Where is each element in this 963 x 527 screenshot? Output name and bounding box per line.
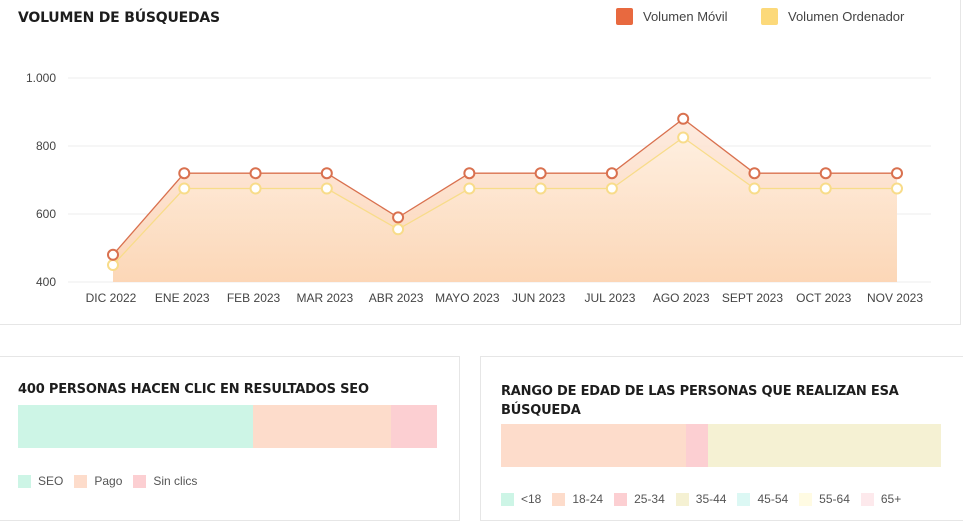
- y-tick-label: 400: [36, 275, 56, 289]
- legend-label: SEO: [38, 474, 64, 488]
- data-point-mobile: [819, 167, 832, 180]
- data-point-mobile: [605, 167, 618, 180]
- x-tick-label: MAYO 2023: [435, 291, 500, 305]
- x-tick-label: MAR 2023: [296, 291, 353, 305]
- data-point-mobile: [107, 248, 119, 261]
- x-tick-label: OCT 2023: [796, 291, 851, 305]
- legend-swatch: [18, 474, 31, 488]
- legend-item: Pago: [74, 474, 122, 488]
- desktop-swatch: [761, 8, 778, 25]
- seo-clicks-bar: [18, 405, 437, 448]
- legend-item: 35-44: [675, 492, 727, 506]
- mobile-swatch: [616, 8, 633, 25]
- legend-label: 35-44: [695, 492, 727, 506]
- bar-segment[interactable]: [707, 424, 941, 467]
- legend-desktop[interactable]: Volumen Ordenador: [761, 8, 904, 25]
- age-range-bar: [501, 424, 941, 467]
- x-tick-label: DIC 2022: [86, 291, 137, 305]
- bar-segment[interactable]: [252, 405, 391, 448]
- data-point-mobile: [178, 167, 191, 180]
- legend-item: 55-64: [799, 492, 850, 506]
- legend-mobile[interactable]: Volumen Móvil: [616, 8, 728, 25]
- seo-clicks-legend: SEO Pago Sin clics: [18, 474, 208, 488]
- x-tick-label: ENE 2023: [155, 291, 210, 305]
- legend-item: <18: [501, 492, 541, 506]
- area-desktop: [113, 137, 897, 282]
- data-point-desktop: [320, 182, 333, 195]
- data-point-desktop: [249, 182, 262, 195]
- seo-clicks-panel: 400 PERSONAS HACEN CLIC EN RESULTADOS SE…: [0, 356, 460, 521]
- legend-item: 45-54: [737, 492, 788, 506]
- x-tick-label: ABR 2023: [369, 291, 424, 305]
- legend-label: <18: [521, 492, 542, 506]
- legend-label: 25-34: [634, 492, 665, 506]
- bar-segment[interactable]: [390, 405, 437, 448]
- data-point-mobile: [677, 112, 690, 125]
- x-tick-label: NOV 2023: [867, 291, 923, 305]
- legend-swatch: [74, 474, 88, 488]
- legend-item: 65+: [860, 492, 902, 506]
- data-point-mobile: [463, 167, 476, 180]
- legend-label: Pago: [94, 474, 123, 488]
- data-point-desktop: [392, 223, 405, 236]
- data-point-desktop: [605, 182, 618, 195]
- data-point-mobile: [320, 167, 333, 180]
- data-point-desktop: [463, 182, 476, 195]
- legend-label: 18-24: [572, 492, 604, 506]
- chart-title: VOLUMEN DE BÚSQUEDAS: [18, 10, 220, 26]
- x-tick-label: SEPT 2023: [722, 291, 783, 305]
- x-tick-label: AGO 2023: [653, 291, 710, 305]
- data-point-desktop: [748, 182, 761, 195]
- legend-mobile-label: Volumen Móvil: [643, 9, 728, 24]
- legend-swatch: [799, 492, 813, 506]
- series-line-desktop: [112, 136, 897, 266]
- data-point-desktop: [891, 182, 903, 195]
- legend-swatch: [133, 474, 147, 488]
- y-tick-label: 800: [36, 139, 56, 153]
- data-point-desktop: [677, 131, 690, 144]
- legend-swatch: [737, 492, 751, 506]
- x-tick-label: JUL 2023: [584, 291, 635, 305]
- legend-item: 18-24: [552, 492, 603, 506]
- search-volume-panel: VOLUMEN DE BÚSQUEDAS Volumen Móvil Volum…: [0, 0, 961, 325]
- legend-item: Sin clics: [133, 474, 197, 488]
- x-tick-label: JUN 2023: [512, 291, 566, 305]
- seo-clicks-title: 400 PERSONAS HACEN CLIC EN RESULTADOS SE…: [18, 382, 369, 397]
- y-tick-label: 600: [36, 207, 56, 221]
- series-line-mobile: [112, 117, 897, 256]
- bar-segment[interactable]: [501, 424, 686, 467]
- data-point-mobile: [891, 167, 903, 180]
- legend-item: 25-34: [614, 492, 665, 506]
- data-point-desktop: [178, 182, 191, 195]
- legend-swatch: [552, 492, 566, 506]
- legend-item: SEO: [18, 474, 63, 488]
- legend-label: 65+: [880, 492, 902, 506]
- data-point-desktop: [534, 182, 547, 195]
- data-point-mobile: [392, 211, 405, 224]
- data-point-desktop: [819, 182, 832, 195]
- data-point-mobile: [748, 167, 761, 180]
- legend-swatch: [675, 492, 689, 506]
- age-range-panel: RANGO DE EDAD DE LAS PERSONAS QUE REALIZ…: [480, 356, 963, 521]
- legend-desktop-label: Volumen Ordenador: [788, 9, 905, 24]
- legend-label: 55-64: [819, 492, 850, 506]
- x-tick-label: FEB 2023: [227, 291, 281, 305]
- legend-label: 45-54: [757, 492, 789, 506]
- data-point-mobile: [249, 167, 262, 180]
- legend-swatch: [614, 492, 628, 506]
- legend-label: Sin clics: [153, 474, 198, 488]
- bar-segment[interactable]: [18, 405, 253, 448]
- legend-swatch: [501, 492, 514, 506]
- y-tick-label: 1.000: [26, 71, 56, 85]
- data-point-desktop: [107, 259, 119, 271]
- bar-segment[interactable]: [685, 424, 708, 467]
- line-chart: 1.000 800 600 400 DIC 2022 ENE 2023 FEB 2023 MA…: [26, 71, 931, 305]
- age-range-legend: <18 18-24 25-34 35-44 45-54 55-64 65+: [501, 492, 912, 506]
- age-range-title: RANGO DE EDAD DE LAS PERSONAS QUE REALIZ…: [501, 384, 899, 418]
- legend-swatch: [860, 492, 874, 506]
- data-point-mobile: [534, 167, 547, 180]
